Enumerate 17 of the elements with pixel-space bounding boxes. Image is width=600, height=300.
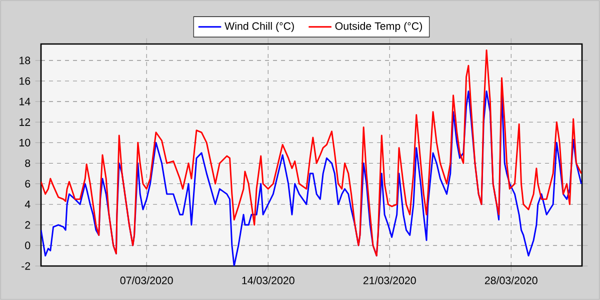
y-tick-label: 2 [25, 221, 30, 229]
y-tick-label: 0 [25, 242, 30, 250]
x-tick-label: 21/03/2020 [363, 276, 416, 284]
y-tick-label: 14 [20, 98, 30, 106]
y-tick-label: 10 [20, 138, 30, 146]
x-tick-label: 14/03/2020 [242, 276, 294, 284]
x-tick-label: 07/03/2020 [120, 276, 173, 284]
y-tick-label: 12 [20, 118, 30, 126]
y-tick-label: 4 [24, 200, 30, 208]
y-tick-label: 16 [20, 77, 30, 85]
y-tick-label: -2 [22, 262, 30, 270]
y-tick-label: 8 [25, 159, 30, 167]
legend-label: Outside Temp (°C) [335, 22, 422, 32]
legend-label: Wind Chill (°C) [224, 22, 294, 32]
x-tick-label: 28/03/2020 [484, 276, 538, 284]
y-tick-label: 6 [25, 180, 30, 188]
y-tick-label: 18 [20, 56, 30, 64]
